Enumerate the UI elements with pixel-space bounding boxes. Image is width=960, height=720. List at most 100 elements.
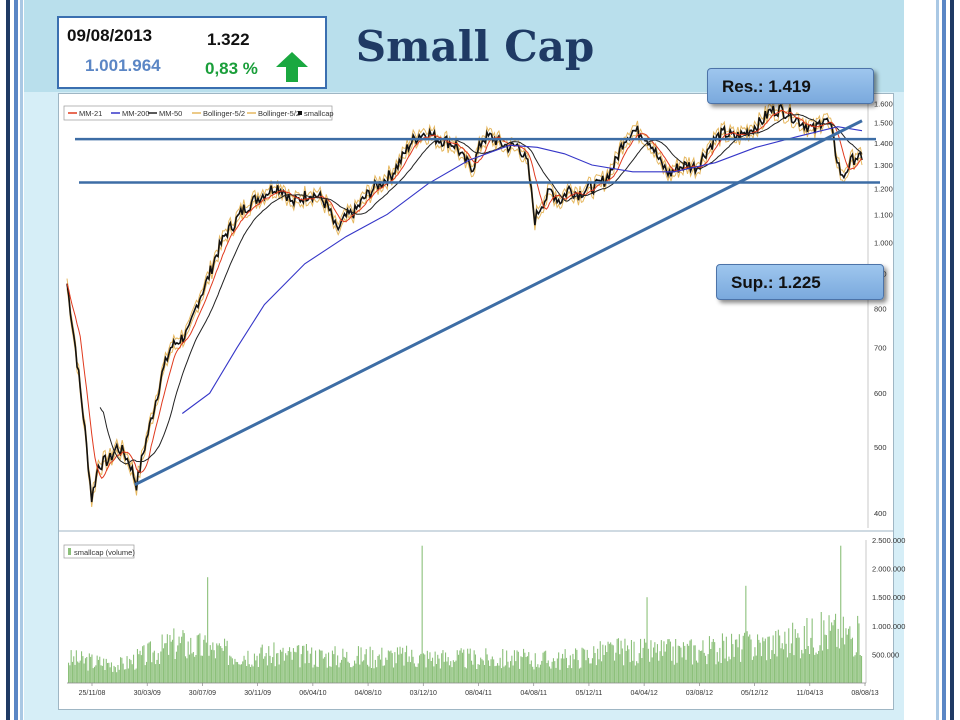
volume-bar xyxy=(198,634,200,683)
volume-bar xyxy=(146,661,148,683)
volume-bar xyxy=(69,665,71,683)
volume-bar xyxy=(73,656,75,683)
volume-bar xyxy=(849,626,851,683)
quote-info-box: 09/08/2013 1.322 1.001.964 0,83 % xyxy=(57,16,327,89)
volume-bar xyxy=(645,642,647,683)
price-y-tick-label: 1.000 xyxy=(874,238,893,247)
volume-bar xyxy=(591,658,593,683)
volume-bar xyxy=(344,657,346,683)
volume-bar xyxy=(597,648,599,683)
volume-bar xyxy=(266,665,268,683)
volume-bar xyxy=(123,669,125,683)
volume-bar xyxy=(190,637,192,683)
volume-bar xyxy=(477,664,479,683)
volume-bar xyxy=(584,649,586,683)
volume-bar xyxy=(589,663,591,683)
volume-bar xyxy=(854,655,856,683)
volume-bar xyxy=(307,650,309,683)
volume-bar xyxy=(138,654,140,683)
price-y-tick-label: 1.100 xyxy=(874,210,893,219)
volume-bar xyxy=(285,653,287,683)
volume-bar xyxy=(374,659,376,683)
volume-bar xyxy=(529,664,531,683)
volume-bar xyxy=(303,645,305,683)
volume-bar xyxy=(242,661,244,683)
volume-bar xyxy=(746,631,748,683)
volume-bar xyxy=(749,634,751,683)
volume-bar xyxy=(738,634,740,683)
volume-bar xyxy=(762,637,764,683)
volume-bar xyxy=(495,665,497,683)
legend-swatch xyxy=(298,111,302,115)
volume-bar xyxy=(328,652,330,683)
volume-bar xyxy=(745,585,747,683)
volume-bar xyxy=(558,652,560,683)
volume-bar xyxy=(157,653,159,683)
volume-legend: smallcap (volume) xyxy=(63,544,135,559)
volume-bar xyxy=(845,628,847,683)
volume-bar xyxy=(83,663,85,683)
volume-bar xyxy=(473,650,475,683)
volume-bar xyxy=(703,652,705,683)
volume-bar xyxy=(526,656,528,683)
volume-bar xyxy=(741,649,743,683)
volume-bar xyxy=(214,658,216,683)
volume-bar xyxy=(404,652,406,683)
volume-bar xyxy=(120,657,122,683)
volume-bar xyxy=(682,642,684,683)
volume-bar xyxy=(298,645,300,683)
price-y-tick-label: 400 xyxy=(874,509,887,518)
volume-bar xyxy=(776,656,778,683)
volume-bar xyxy=(598,659,600,683)
volume-bar xyxy=(758,639,760,683)
x-tick-label: 03/12/10 xyxy=(410,690,437,697)
volume-bar xyxy=(435,664,437,683)
resistance-callout: Res.: 1.419 xyxy=(707,68,874,104)
volume-bar xyxy=(773,653,775,683)
volume-bar xyxy=(789,653,791,683)
volume-bar xyxy=(658,660,660,683)
volume-bar xyxy=(511,655,513,683)
volume-bar xyxy=(348,663,350,683)
volume-bar xyxy=(311,647,313,683)
volume-bar xyxy=(698,649,700,683)
volume-bar xyxy=(177,645,179,683)
volume-bar xyxy=(811,618,813,683)
volume-bar xyxy=(780,648,782,683)
volume-bar xyxy=(407,661,409,683)
volume-bar xyxy=(468,653,470,683)
volume-bar xyxy=(363,660,365,683)
volume-bar xyxy=(669,641,671,683)
volume-bar xyxy=(575,648,577,683)
volume-bar xyxy=(191,653,193,683)
price-y-tick-label: 700 xyxy=(874,344,887,353)
volume-bar xyxy=(485,648,487,683)
volume-bar xyxy=(413,663,415,683)
price-y-tick-label: 1.200 xyxy=(874,185,893,194)
volume-bar xyxy=(828,615,830,683)
volume-bar xyxy=(234,658,236,683)
volume-bar xyxy=(517,651,519,683)
volume-bar xyxy=(300,654,302,683)
volume-bar xyxy=(92,668,94,683)
volume-bar xyxy=(114,667,116,683)
volume-bar xyxy=(281,651,283,683)
volume-bar xyxy=(815,652,817,683)
volume-bar xyxy=(318,649,320,683)
volume-bar xyxy=(848,628,850,683)
volume-bar xyxy=(91,654,93,683)
volume-bar xyxy=(209,645,211,683)
volume-bar xyxy=(711,641,713,683)
volume-bar xyxy=(530,660,532,683)
volume-bar xyxy=(567,668,569,683)
volume-bar xyxy=(790,643,792,683)
volume-bar xyxy=(446,661,448,683)
volume-bar xyxy=(559,669,561,683)
volume-bar xyxy=(456,650,458,683)
volume-bar xyxy=(264,656,266,683)
volume-bar xyxy=(836,646,838,683)
volume-bar xyxy=(481,659,483,683)
left-stripe-mid xyxy=(14,0,18,720)
smallcap-price-line xyxy=(66,103,863,503)
volume-bar xyxy=(610,642,612,683)
